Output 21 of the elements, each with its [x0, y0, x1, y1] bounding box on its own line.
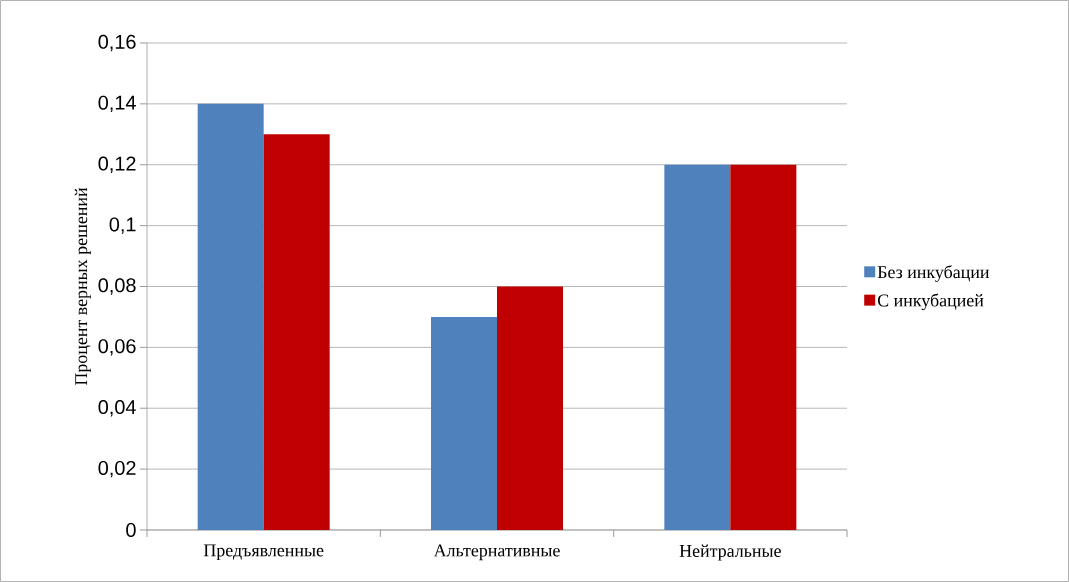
bar	[730, 164, 797, 530]
bar	[664, 164, 731, 530]
y-tick-label: 0,1	[109, 217, 136, 234]
bar	[197, 103, 264, 530]
y-tick-label: 0,12	[98, 156, 136, 173]
y-tick-label: 0,16	[98, 34, 136, 52]
y-tick-label: 0,04	[98, 400, 136, 417]
legend-label: Без инкубации	[877, 265, 990, 282]
y-tick-label: 0,14	[98, 95, 136, 113]
bar	[431, 316, 498, 530]
y-tick-label: 0,08	[98, 278, 136, 295]
x-tick-label: Предъявленные	[203, 544, 324, 561]
legend-label: С инкубацией	[877, 293, 984, 311]
x-tick-label: Нейтральные	[679, 544, 781, 561]
bar	[263, 134, 330, 530]
bar	[497, 286, 564, 530]
x-tick-label: Альтернативные	[433, 544, 560, 561]
y-tick-label: 0,02	[98, 460, 136, 478]
y-axis-title: Процент верных решений	[74, 187, 91, 386]
y-tick-label: 0	[126, 522, 136, 538]
y-tick-label: 0,06	[98, 339, 136, 356]
